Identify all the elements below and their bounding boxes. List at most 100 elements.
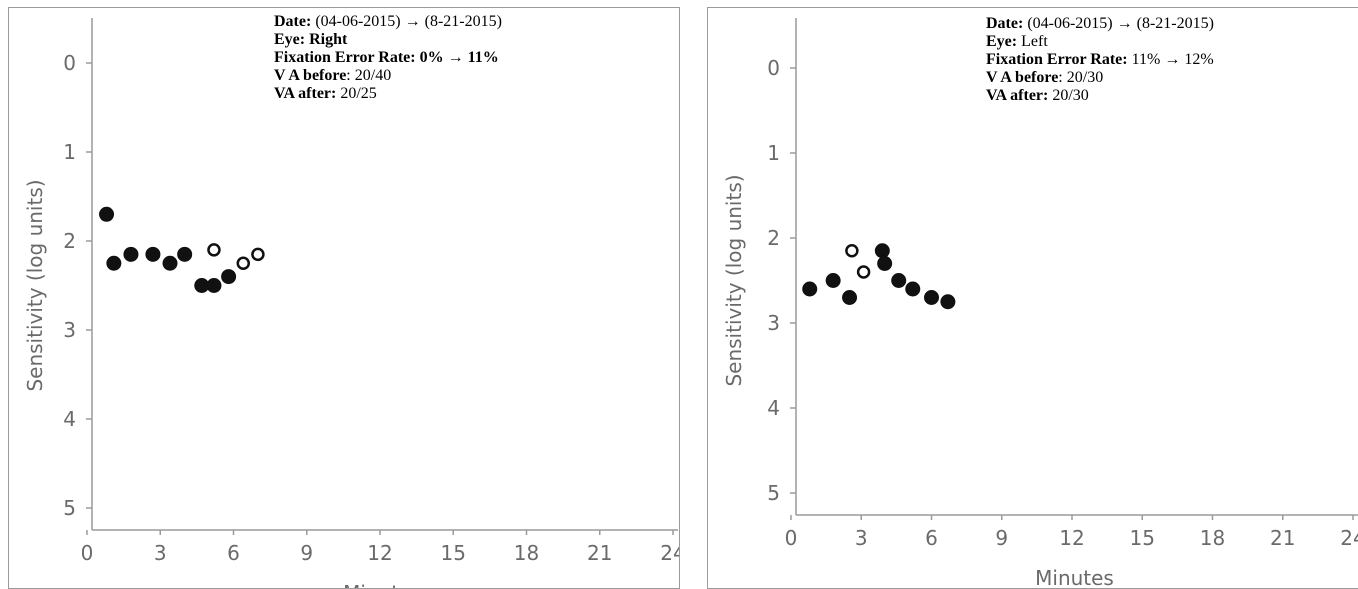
va-before-line: V A before: 20/40 xyxy=(274,67,502,85)
date-label: Date: xyxy=(274,13,312,30)
data-point-open xyxy=(207,243,221,257)
x-tick-label: 0 xyxy=(785,526,798,550)
y-tick-label: 0 xyxy=(767,56,780,80)
data-point-open xyxy=(845,244,859,258)
eye-value: Left xyxy=(1021,33,1048,50)
date-line: Date: (04-06-2015) → (8-21-2015) xyxy=(986,15,1214,33)
y-tick-label: 1 xyxy=(63,140,76,164)
eye-label: Eye: xyxy=(986,33,1018,50)
x-tick-label: 24 xyxy=(660,541,679,565)
data-point-open xyxy=(856,265,871,279)
y-tick-label: 4 xyxy=(767,396,780,420)
fixation-error-label: Fixation Error Rate: xyxy=(986,51,1128,68)
y-tick-label: 4 xyxy=(63,407,76,431)
arrow-icon: → xyxy=(1116,15,1133,32)
data-point-filled xyxy=(891,273,907,288)
arrow-icon: → xyxy=(447,49,464,66)
x-tick-label: 21 xyxy=(587,541,612,565)
x-tick-label: 15 xyxy=(1130,526,1155,550)
va-before-label: V A before xyxy=(274,67,347,84)
fixation-error-from: 0% xyxy=(419,49,444,66)
eye-line: Eye: Left xyxy=(986,33,1214,51)
x-tick-label: 12 xyxy=(1059,526,1084,550)
va-before-label: V A before xyxy=(986,69,1059,86)
fixation-error-label: Fixation Error Rate: xyxy=(274,49,416,66)
va-after-line: VA after: 20/25 xyxy=(274,85,502,103)
arrow-icon: → xyxy=(1164,51,1181,68)
data-point-filled xyxy=(825,273,841,288)
y-tick-label: 5 xyxy=(63,496,76,520)
date-label: Date: xyxy=(986,15,1024,32)
fixation-error-to: 11% xyxy=(467,49,499,66)
eye-line: Eye: Right xyxy=(274,31,502,49)
fixation-error-line: Fixation Error Rate: 11% → 12% xyxy=(986,51,1214,69)
y-tick-label: 3 xyxy=(63,318,76,342)
x-tick-label: 18 xyxy=(1200,526,1225,550)
va-after-label: VA after: xyxy=(986,87,1049,104)
x-tick-label: 3 xyxy=(154,541,167,565)
va-before-line: V A before: 20/30 xyxy=(986,69,1214,87)
y-tick-label: 3 xyxy=(767,311,780,335)
chart-panel-left-eye: 01234503691215182124MinutesSensitivity (… xyxy=(707,7,1358,589)
x-tick-label: 0 xyxy=(81,541,94,565)
date-from: (04-06-2015) xyxy=(1027,15,1113,32)
va-after-value: 20/30 xyxy=(1052,87,1089,104)
y-tick-label: 2 xyxy=(63,229,76,253)
y-tick-label: 1 xyxy=(767,141,780,165)
data-point-filled xyxy=(221,269,237,285)
info-block-left-eye: Date: (04-06-2015) → (8-21-2015) Eye: Le… xyxy=(986,15,1214,105)
info-block-right-eye: Date: (04-06-2015) → (8-21-2015) Eye: Ri… xyxy=(274,13,502,103)
data-point-filled xyxy=(877,256,893,271)
data-point-filled xyxy=(905,281,921,297)
x-axis-title: Minutes xyxy=(1035,566,1114,588)
chart-panel-right-eye: 01234503691215182124MinutesSensitivity (… xyxy=(8,7,680,589)
x-tick-label: 3 xyxy=(855,526,868,550)
data-point-filled xyxy=(842,290,858,305)
x-tick-label: 15 xyxy=(441,541,466,565)
date-line: Date: (04-06-2015) → (8-21-2015) xyxy=(274,13,502,31)
chart-right-eye: 01234503691215182124MinutesSensitivity (… xyxy=(23,18,679,588)
x-tick-label: 9 xyxy=(300,541,313,565)
y-axis-title: Sensitivity (log units) xyxy=(722,174,746,386)
data-point-filled xyxy=(162,255,178,271)
y-tick-label: 5 xyxy=(767,481,780,505)
data-point-filled xyxy=(924,290,939,305)
eye-label: Eye: xyxy=(274,31,306,48)
data-point-open xyxy=(236,256,251,270)
data-point-filled xyxy=(874,243,890,259)
va-before-value: : 20/40 xyxy=(346,67,392,84)
eye-value: Right xyxy=(309,31,348,48)
date-from: (04-06-2015) xyxy=(315,13,401,30)
data-point-filled xyxy=(106,255,122,271)
y-tick-label: 2 xyxy=(767,226,780,250)
x-tick-label: 24 xyxy=(1340,526,1358,550)
va-after-label: VA after: xyxy=(274,85,337,102)
x-tick-label: 9 xyxy=(995,526,1008,550)
x-tick-label: 6 xyxy=(227,541,240,565)
x-tick-label: 21 xyxy=(1270,526,1295,550)
y-tick-label: 0 xyxy=(63,51,76,75)
data-point-filled xyxy=(206,278,222,293)
fixation-error-to: 12% xyxy=(1184,51,1214,68)
va-before-value: : 20/30 xyxy=(1058,69,1104,86)
va-after-value: 20/25 xyxy=(340,85,377,102)
data-point-filled xyxy=(123,246,139,262)
x-tick-label: 18 xyxy=(514,541,539,565)
arrow-icon: → xyxy=(404,13,421,30)
data-point-open xyxy=(251,247,265,262)
fixation-error-line: Fixation Error Rate: 0% → 11% xyxy=(274,49,502,67)
va-after-line: VA after: 20/30 xyxy=(986,87,1214,105)
date-to: (8-21-2015) xyxy=(424,13,502,30)
fixation-error-from: 11% xyxy=(1131,51,1161,68)
data-point-filled xyxy=(145,246,161,262)
data-point-filled xyxy=(177,246,193,262)
y-axis-title: Sensitivity (log units) xyxy=(23,179,47,391)
chart-left-eye: 01234503691215182124MinutesSensitivity (… xyxy=(722,18,1358,588)
x-tick-label: 12 xyxy=(367,541,392,565)
x-axis-title: Minutes xyxy=(343,581,422,588)
data-point-filled xyxy=(99,206,115,222)
date-to: (8-21-2015) xyxy=(1136,15,1214,32)
data-point-filled xyxy=(802,281,818,297)
data-point-filled xyxy=(940,294,956,310)
x-tick-label: 6 xyxy=(925,526,938,550)
